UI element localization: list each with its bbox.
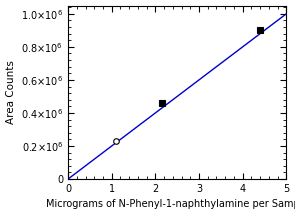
X-axis label: Micrograms of N-Phenyl-1-naphthylamine per Sample: Micrograms of N-Phenyl-1-naphthylamine p… [46,200,295,209]
Y-axis label: Area Counts: Area Counts [6,60,16,124]
